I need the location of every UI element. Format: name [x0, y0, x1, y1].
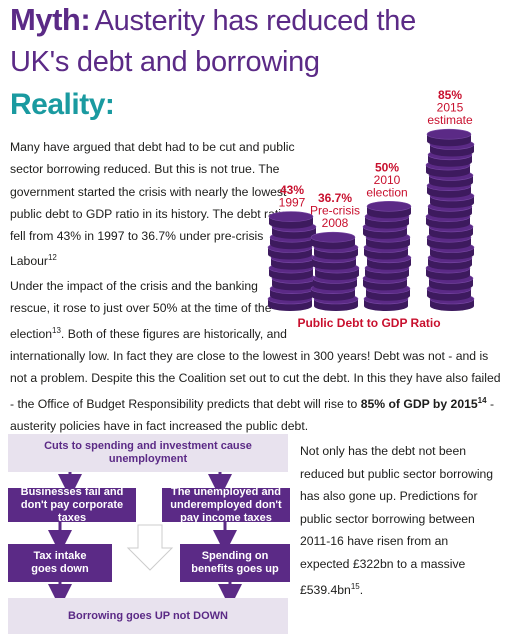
category-label-1-0: Pre-crisis	[310, 204, 360, 218]
footnote-15: 15	[350, 581, 360, 591]
flow-box-tax-intake: Tax intake goes down	[8, 544, 112, 582]
footnote-12: 12	[47, 253, 57, 263]
paragraph-3-end: .	[359, 582, 364, 597]
reality-heading: Reality:	[10, 88, 115, 121]
flowchart-arrows	[48, 472, 242, 608]
borrowing-paragraph: Not only has the debt not been reduced b…	[300, 440, 500, 601]
reality-paragraph-1: Many have argued that debt had to be cut…	[10, 136, 296, 273]
text-wrap-spacer	[300, 275, 502, 342]
flow-box-borrowing: Borrowing goes UP not DOWN	[8, 598, 288, 634]
footnote-13: 13	[52, 325, 61, 335]
paragraph-2-highlight: 85% of GDP by 2015	[360, 396, 478, 411]
category-label-3-1: estimate	[427, 113, 473, 127]
flowchart: Cuts to spending and investment cause un…	[0, 430, 300, 640]
paragraph-2-end: - austerity policies have in fact increa…	[10, 396, 495, 433]
value-label-1: 36.7%	[318, 191, 352, 205]
reality-paragraph-2-text: Under the impact of the crisis and the b…	[10, 275, 502, 437]
category-label-2-0: 2010	[374, 173, 401, 187]
paragraph-2-middle: . Both of these figures are historically…	[10, 326, 501, 411]
footnote-14: 14	[477, 395, 487, 405]
category-label-3-0: 2015	[437, 101, 464, 115]
flow-box-unemployed: The unemployed and underemployed don't p…	[162, 486, 290, 524]
flow-box-cuts: Cuts to spending and investment cause un…	[8, 434, 288, 472]
paragraph-3-text: Not only has the debt not been reduced b…	[300, 444, 494, 597]
value-label-2: 50%	[375, 160, 399, 174]
center-down-arrow	[126, 524, 174, 571]
paragraph-2-start: Under the impact of the crisis and the b…	[10, 279, 272, 341]
category-label-2-1: election	[366, 185, 407, 199]
flow-box-businesses: Businesses fail and don't pay corporate …	[8, 486, 136, 524]
myth-label: Myth:	[10, 2, 91, 37]
flow-box-benefits: Spending on benefits goes up	[180, 544, 290, 582]
category-label-1-1: 2008	[322, 216, 349, 230]
value-label-3: 85%	[438, 88, 462, 102]
paragraph-1-text: Many have argued that debt had to be cut…	[10, 140, 295, 269]
headline: Myth: Austerity has reduced the UK's deb…	[10, 2, 430, 85]
myth-statement: Austerity has reduced the UK's debt and …	[10, 5, 416, 78]
